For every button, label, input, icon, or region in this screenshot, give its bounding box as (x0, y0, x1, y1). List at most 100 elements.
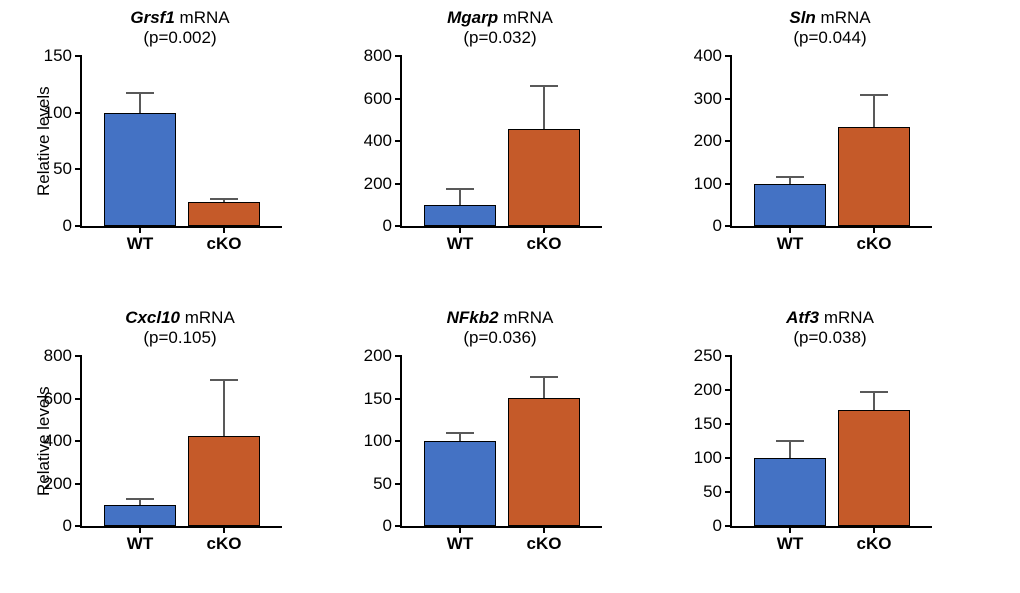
y-tick-label: 100 (694, 174, 722, 194)
panel-sln: Sln mRNA(p=0.044)0100200300400WTcKO (730, 8, 990, 266)
panel-nfkb2: NFkb2 mRNA(p=0.036)050100150200WTcKO (400, 308, 660, 566)
plot-area: 050100150200250WTcKO (730, 356, 932, 528)
panel-title: Mgarp mRNA(p=0.032) (400, 8, 600, 47)
errorbar-cap (210, 379, 238, 381)
y-tick-label: 100 (694, 448, 722, 468)
bar-cko (838, 127, 910, 226)
x-tick (139, 226, 141, 233)
y-tick (725, 225, 732, 227)
y-tick-label: 0 (713, 516, 722, 536)
x-tick-label: cKO (207, 534, 242, 554)
y-tick (75, 112, 82, 114)
y-tick (75, 168, 82, 170)
y-tick (725, 355, 732, 357)
y-tick-label: 200 (44, 474, 72, 494)
plot-area: 050100150WTcKO (80, 56, 282, 228)
y-tick (725, 140, 732, 142)
p-value: (p=0.036) (463, 328, 536, 347)
y-tick-label: 50 (373, 474, 392, 494)
gene-name: Mgarp (447, 8, 498, 27)
x-tick (789, 226, 791, 233)
x-tick (543, 526, 545, 533)
errorbar (873, 392, 875, 410)
p-value: (p=0.038) (793, 328, 866, 347)
y-tick-label: 200 (364, 174, 392, 194)
title-suffix: mRNA (498, 8, 553, 27)
y-tick (725, 389, 732, 391)
bar-cko (838, 410, 910, 526)
errorbar-cap (210, 198, 238, 200)
y-tick (725, 55, 732, 57)
errorbar-cap (860, 391, 888, 393)
errorbar-cap (446, 432, 474, 434)
p-value: (p=0.032) (463, 28, 536, 47)
y-tick (725, 525, 732, 527)
x-tick (873, 526, 875, 533)
y-tick-label: 50 (703, 482, 722, 502)
y-tick-label: 400 (694, 46, 722, 66)
y-tick (75, 525, 82, 527)
x-tick-label: WT (777, 534, 803, 554)
gene-name: Sln (789, 8, 815, 27)
bar-wt (424, 441, 496, 526)
errorbar (139, 93, 141, 112)
y-tick (725, 457, 732, 459)
errorbar-cap (446, 188, 474, 190)
gene-name: Atf3 (786, 308, 819, 327)
bar-cko (508, 398, 580, 526)
x-tick-label: cKO (857, 234, 892, 254)
y-tick (725, 423, 732, 425)
y-tick (725, 491, 732, 493)
errorbar (789, 441, 791, 458)
y-tick-label: 800 (364, 46, 392, 66)
x-tick (543, 226, 545, 233)
bar-wt (754, 184, 826, 227)
errorbar (873, 95, 875, 127)
errorbar (543, 377, 545, 397)
bar-cko (188, 202, 260, 226)
y-tick (75, 483, 82, 485)
errorbar (459, 189, 461, 205)
x-tick (459, 226, 461, 233)
bar-wt (424, 205, 496, 226)
errorbar (543, 86, 545, 129)
title-suffix: mRNA (180, 308, 235, 327)
x-tick-label: WT (127, 234, 153, 254)
y-tick-label: 200 (694, 380, 722, 400)
y-tick-label: 400 (44, 431, 72, 451)
y-tick-label: 800 (44, 346, 72, 366)
plot-area: 0200400600800WTcKO (400, 56, 602, 228)
errorbar-cap (860, 94, 888, 96)
errorbar (223, 380, 225, 435)
bar-cko (188, 436, 260, 526)
bar-wt (754, 458, 826, 526)
y-tick-label: 200 (694, 131, 722, 151)
p-value: (p=0.002) (143, 28, 216, 47)
bar-wt (104, 113, 176, 226)
y-tick (75, 55, 82, 57)
panel-grsf1: Grsf1 mRNA(p=0.002)Relative levels050100… (80, 8, 340, 266)
panel-atf3: Atf3 mRNA(p=0.038)050100150200250WTcKO (730, 308, 990, 566)
y-tick (395, 225, 402, 227)
y-tick-label: 150 (694, 414, 722, 434)
y-tick-label: 0 (383, 216, 392, 236)
x-tick-label: WT (777, 234, 803, 254)
gene-name: Cxcl10 (125, 308, 180, 327)
y-tick (395, 398, 402, 400)
y-tick-label: 600 (364, 89, 392, 109)
y-tick-label: 150 (364, 389, 392, 409)
errorbar (459, 433, 461, 442)
plot-area: 050100150200WTcKO (400, 356, 602, 528)
y-tick-label: 0 (713, 216, 722, 236)
plot-area: 0200400600800WTcKO (80, 356, 282, 528)
x-tick-label: cKO (527, 234, 562, 254)
y-tick (725, 98, 732, 100)
y-tick (395, 183, 402, 185)
y-tick (395, 55, 402, 57)
y-tick (725, 183, 732, 185)
errorbar-cap (530, 85, 558, 87)
panel-title: Cxcl10 mRNA(p=0.105) (80, 308, 280, 347)
x-tick (789, 526, 791, 533)
panel-mgarp: Mgarp mRNA(p=0.032) 0200400600800WTcKO (400, 8, 660, 266)
x-tick (223, 526, 225, 533)
